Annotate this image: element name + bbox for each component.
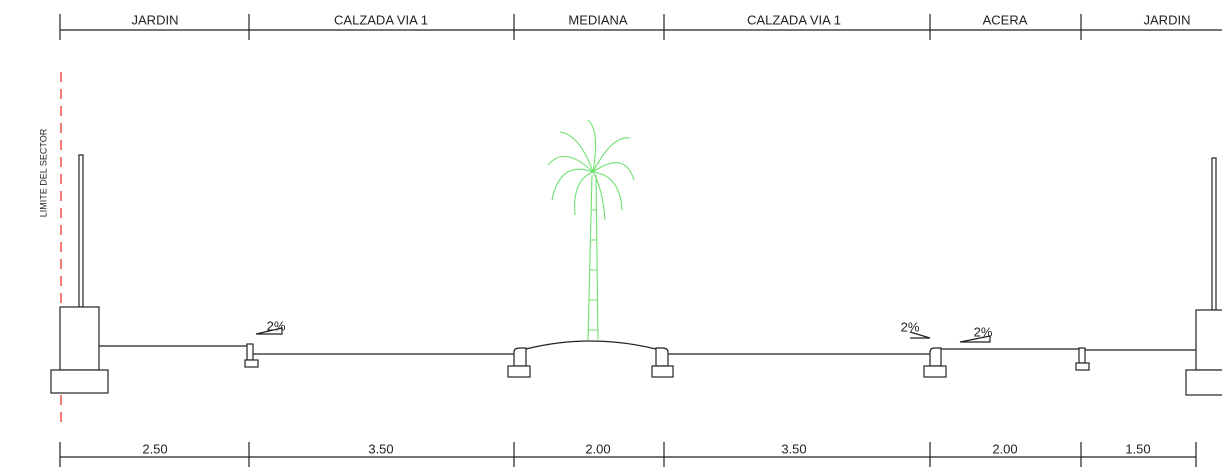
sector-label: LIMITE DEL SECTOR (38, 128, 48, 217)
top-label: JARDIN (1144, 12, 1191, 27)
top-label: CALZADA VIA 1 (334, 12, 428, 27)
bottom-dimension (59, 442, 1197, 467)
top-label: ACERA (983, 12, 1028, 27)
slope-label: 2% (901, 319, 920, 334)
palm-tree (547, 119, 635, 341)
dimension: 1.50 (1125, 441, 1150, 456)
slope-label: 2% (974, 324, 993, 339)
dimension: 2.00 (585, 441, 610, 456)
top-label: CALZADA VIA 1 (747, 12, 841, 27)
dimension: 3.50 (781, 441, 806, 456)
dimension: 3.50 (368, 441, 393, 456)
section-geometry (50, 154, 1222, 396)
top-label: JARDIN (132, 12, 179, 27)
dimension: 2.50 (142, 441, 167, 456)
dimension: 2.00 (992, 441, 1017, 456)
top-dimension (59, 14, 1222, 40)
top-label: MEDIANA (568, 12, 628, 27)
slope-label: 2% (267, 318, 286, 333)
